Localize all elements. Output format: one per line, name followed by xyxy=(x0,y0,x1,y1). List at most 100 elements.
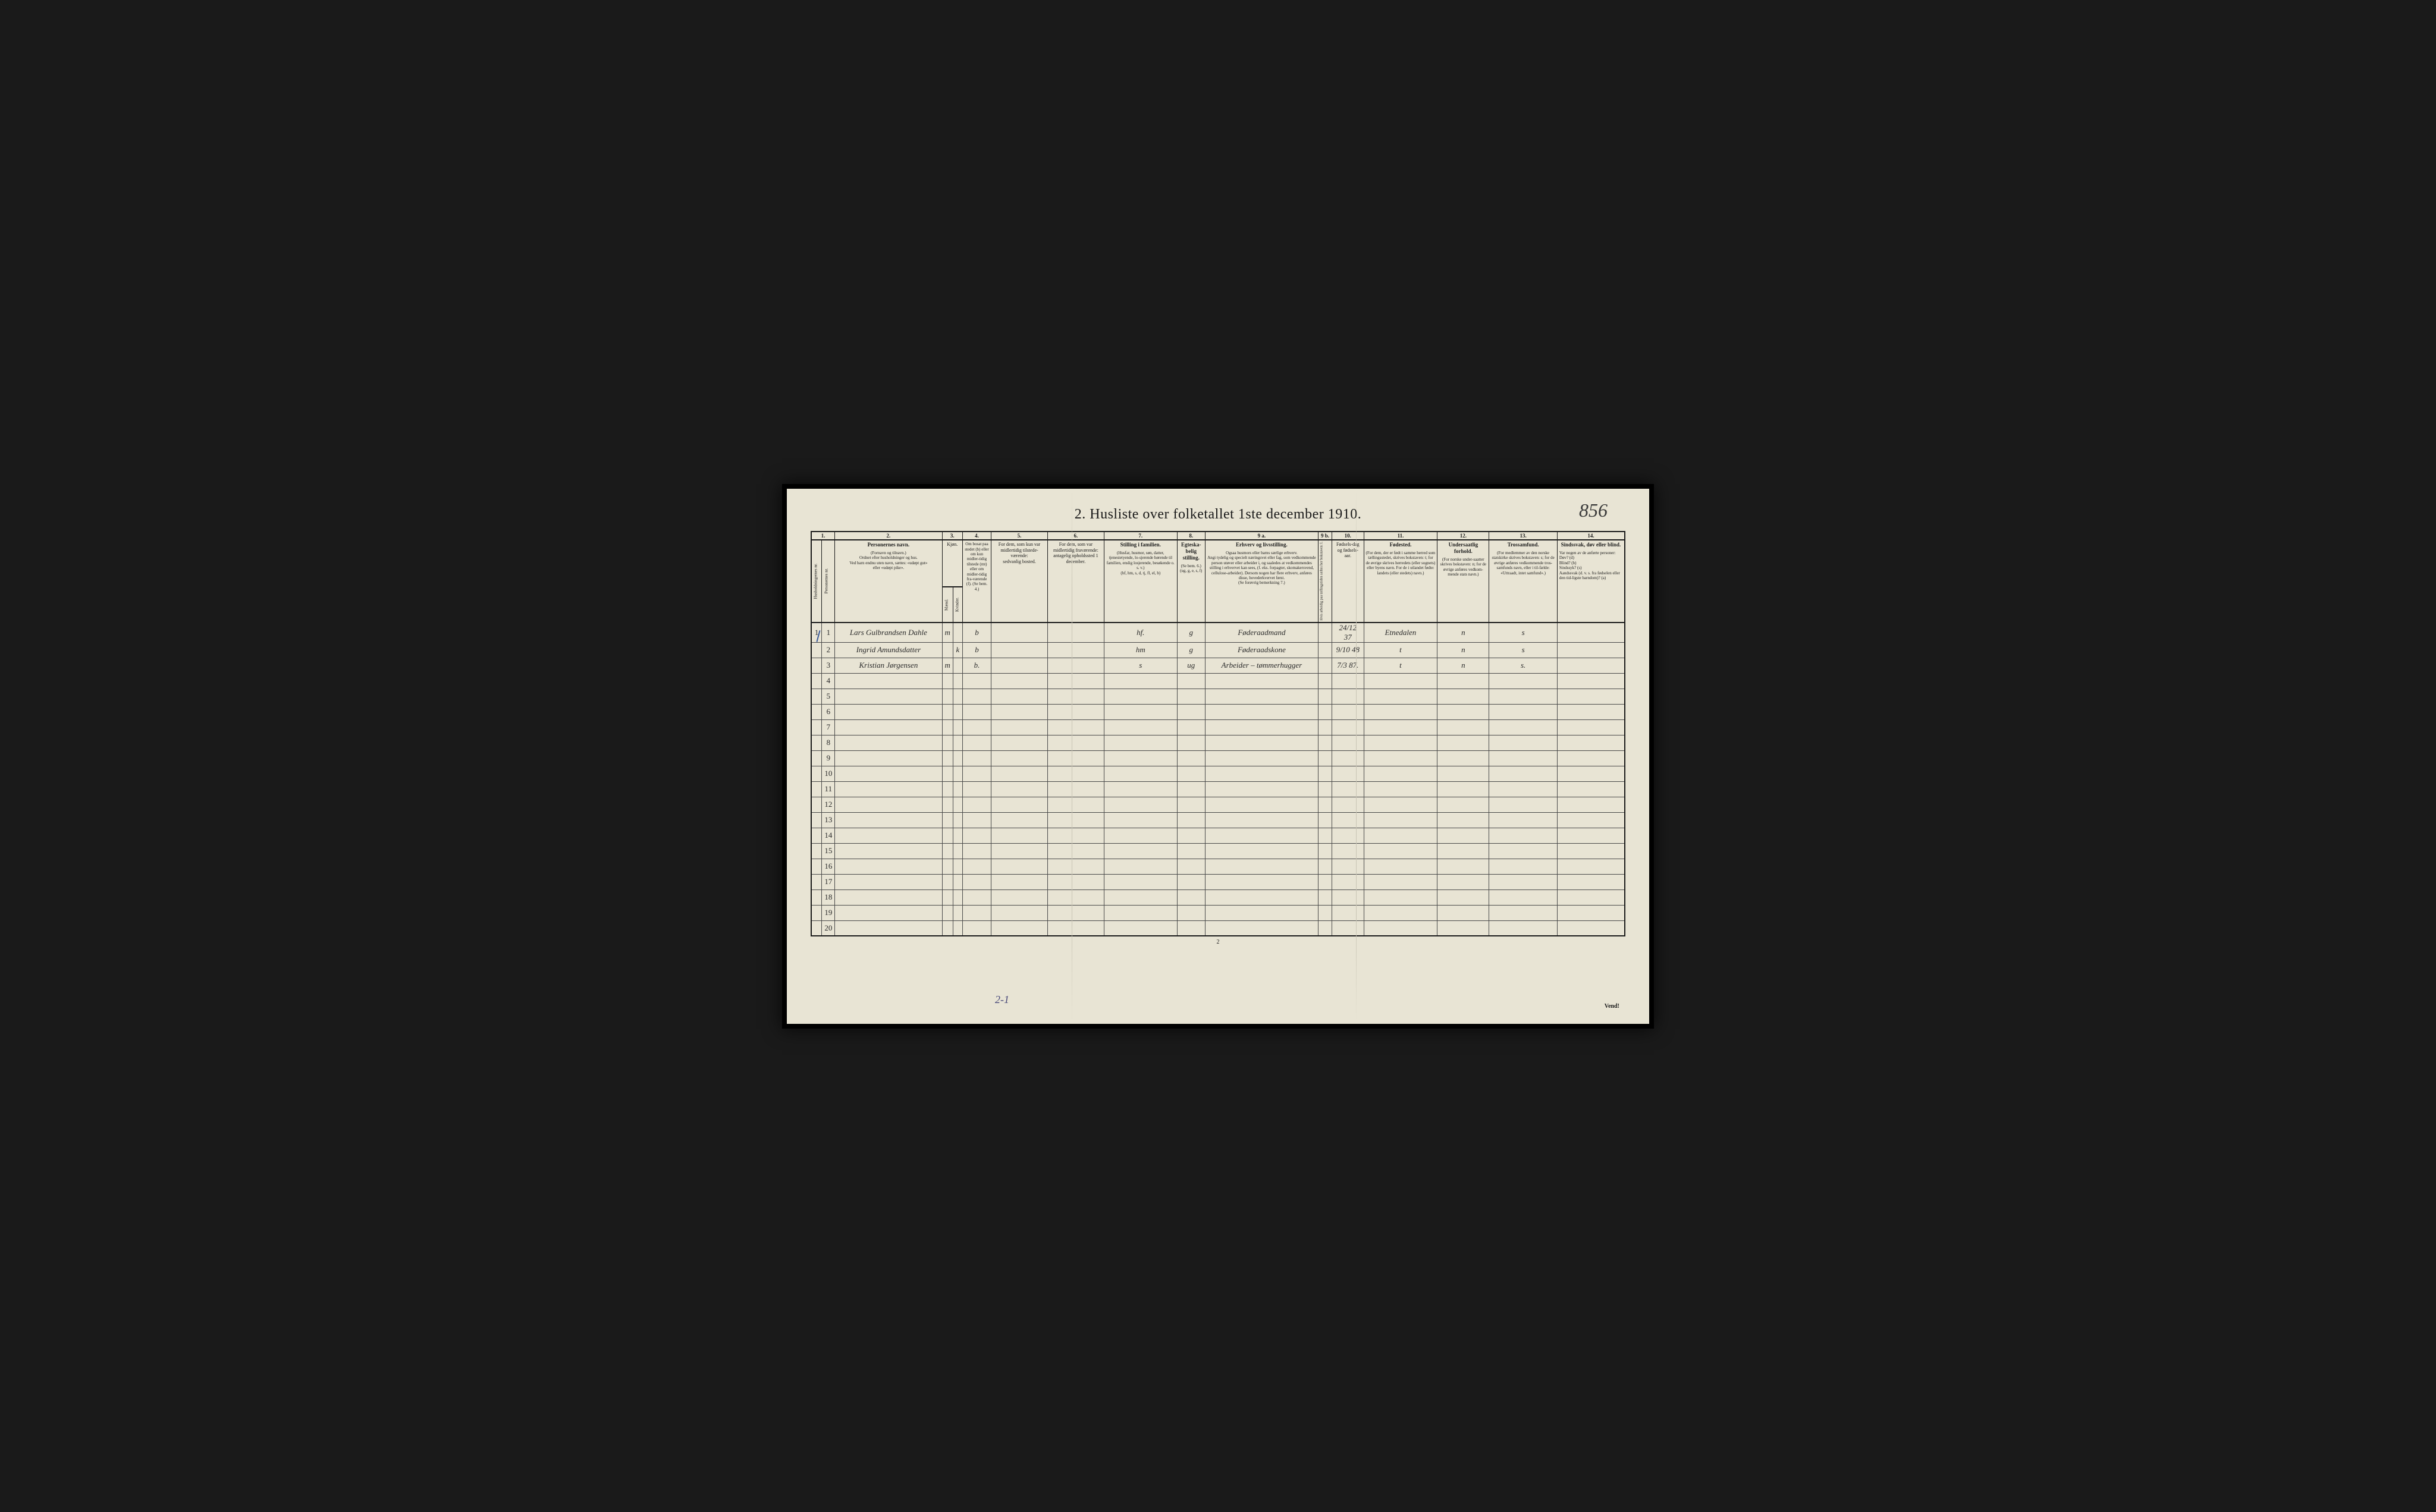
cell-occupation xyxy=(1205,689,1318,704)
cell-c14 xyxy=(1557,812,1625,828)
cell-occupation xyxy=(1205,843,1318,859)
household-num xyxy=(811,689,822,704)
cell-sex-m xyxy=(942,828,953,843)
cell-occupation xyxy=(1205,735,1318,750)
cell-residence: b xyxy=(962,623,991,643)
cell-c6 xyxy=(1047,642,1104,658)
cell-marital xyxy=(1177,689,1205,704)
scan-frame: 856 2. Husliste over folketallet 1ste de… xyxy=(782,484,1654,1029)
cell-c9b xyxy=(1318,658,1332,673)
colnum-12: 12. xyxy=(1437,532,1489,540)
cell-religion xyxy=(1489,905,1558,920)
household-num xyxy=(811,704,822,719)
cell-sex-k xyxy=(953,704,962,719)
cell-name xyxy=(835,843,942,859)
cell-sex-m xyxy=(942,750,953,766)
cell-family xyxy=(1104,704,1177,719)
cell-nationality xyxy=(1437,719,1489,735)
cell-occupation xyxy=(1205,905,1318,920)
cell-religion xyxy=(1489,889,1558,905)
cell-religion xyxy=(1489,781,1558,797)
cell-marital xyxy=(1177,673,1205,689)
cell-sex-k xyxy=(953,797,962,812)
cell-family xyxy=(1104,797,1177,812)
cell-occupation xyxy=(1205,889,1318,905)
cell-residence xyxy=(962,812,991,828)
household-num xyxy=(811,642,822,658)
person-num: 9 xyxy=(822,750,835,766)
table-header: 1. 2. 3. 4. 5. 6. 7. 8. 9 a. 9 b. 10. 11… xyxy=(811,532,1625,623)
cell-religion xyxy=(1489,719,1558,735)
cell-residence xyxy=(962,781,991,797)
cell-c14 xyxy=(1557,689,1625,704)
cell-name xyxy=(835,828,942,843)
cell-marital xyxy=(1177,766,1205,781)
cell-birthplace xyxy=(1364,781,1437,797)
cell-sex-m xyxy=(942,673,953,689)
person-num: 8 xyxy=(822,735,835,750)
cell-name xyxy=(835,920,942,936)
cell-birthplace: t xyxy=(1364,658,1437,673)
cell-sex-k xyxy=(953,920,962,936)
cell-c14 xyxy=(1557,797,1625,812)
cell-sex-k xyxy=(953,905,962,920)
cell-name xyxy=(835,689,942,704)
cell-c14 xyxy=(1557,781,1625,797)
cell-c6 xyxy=(1047,750,1104,766)
cell-birthplace: t xyxy=(1364,642,1437,658)
table-row: 11Lars Gulbrandsen Dahlembhf.gFøderaadma… xyxy=(811,623,1625,643)
cell-c5 xyxy=(991,781,1048,797)
household-num xyxy=(811,920,822,936)
cell-c5 xyxy=(991,920,1048,936)
cell-c5 xyxy=(991,704,1048,719)
table-row: 10 xyxy=(811,766,1625,781)
cell-birth xyxy=(1332,750,1364,766)
cell-sex-m xyxy=(942,889,953,905)
cell-c5 xyxy=(991,812,1048,828)
header-col14-main: Sindssvak, døv eller blind. xyxy=(1559,542,1622,551)
cell-occupation xyxy=(1205,766,1318,781)
cell-nationality: n xyxy=(1437,642,1489,658)
cell-c5 xyxy=(991,859,1048,874)
cell-c9b xyxy=(1318,642,1332,658)
page-title: 2. Husliste over folketallet 1ste decemb… xyxy=(811,507,1625,523)
cell-family xyxy=(1104,750,1177,766)
header-col13-main: Trossamfund. xyxy=(1491,542,1555,551)
cell-c14 xyxy=(1557,874,1625,889)
colnum-10: 10. xyxy=(1332,532,1364,540)
cell-c14 xyxy=(1557,889,1625,905)
person-num: 3 xyxy=(822,658,835,673)
cell-residence xyxy=(962,828,991,843)
cell-nationality xyxy=(1437,859,1489,874)
cell-nationality xyxy=(1437,797,1489,812)
table-row: 17 xyxy=(811,874,1625,889)
cell-birthplace xyxy=(1364,889,1437,905)
colnum-9a: 9 a. xyxy=(1205,532,1318,540)
cell-sex-m xyxy=(942,874,953,889)
cell-birthplace xyxy=(1364,874,1437,889)
household-num xyxy=(811,658,822,673)
cell-occupation xyxy=(1205,812,1318,828)
cell-sex-k xyxy=(953,812,962,828)
cell-name xyxy=(835,874,942,889)
header-col9b: Hvis arbeidig paa tællingstiden sæltes h… xyxy=(1318,540,1332,622)
cell-religion xyxy=(1489,673,1558,689)
cell-c9b xyxy=(1318,689,1332,704)
cell-c5 xyxy=(991,658,1048,673)
cell-name: Kristian Jørgensen xyxy=(835,658,942,673)
cell-sex-k xyxy=(953,658,962,673)
cell-marital xyxy=(1177,828,1205,843)
cell-c9b xyxy=(1318,874,1332,889)
cell-c5 xyxy=(991,797,1048,812)
cell-name xyxy=(835,704,942,719)
person-num: 18 xyxy=(822,889,835,905)
cell-sex-m xyxy=(942,812,953,828)
cell-residence: b. xyxy=(962,658,991,673)
cell-birth xyxy=(1332,812,1364,828)
header-col9a-sub: Ogsaa husmors eller barns særlige erhver… xyxy=(1207,551,1316,586)
cell-sex-k xyxy=(953,781,962,797)
cell-nationality xyxy=(1437,920,1489,936)
cell-c5 xyxy=(991,874,1048,889)
cell-occupation xyxy=(1205,719,1318,735)
cell-sex-k xyxy=(953,750,962,766)
